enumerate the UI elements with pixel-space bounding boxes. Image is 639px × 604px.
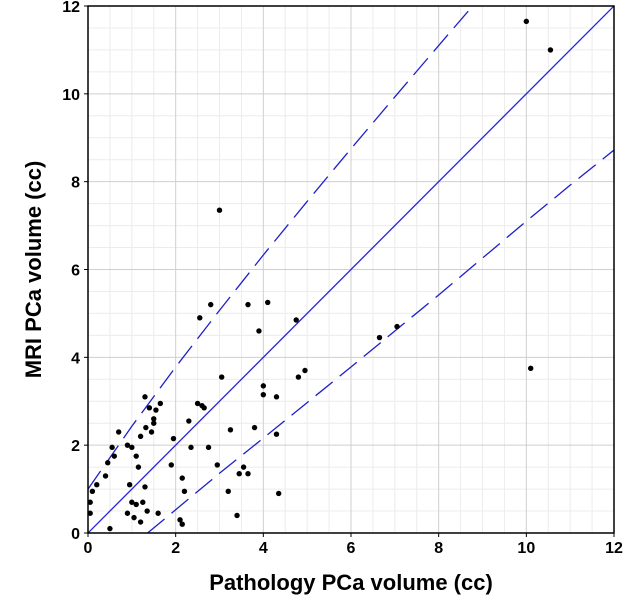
data-point (151, 416, 157, 422)
data-point (170, 435, 177, 442)
data-point (251, 424, 258, 431)
x-tick-label: 12 (605, 540, 623, 557)
data-point (142, 484, 148, 490)
x-tick-label: 8 (434, 540, 443, 557)
data-point (528, 365, 534, 372)
data-point (275, 490, 282, 497)
data-point (293, 317, 299, 323)
x-axis-ticks: 0 2 4 6 8 10 12 (84, 533, 623, 557)
y-axis-ticks: 0 2 4 6 8 10 12 (62, 0, 88, 543)
x-tick-label: 2 (171, 540, 180, 557)
data-point (129, 499, 135, 505)
y-tick-label: 4 (71, 350, 80, 367)
data-point (225, 488, 231, 494)
data-point (236, 471, 242, 477)
data-point (302, 367, 308, 374)
data-point (153, 407, 159, 413)
data-point (240, 464, 247, 470)
y-tick-label: 12 (62, 0, 80, 16)
data-point (186, 418, 192, 424)
data-point (179, 475, 185, 481)
data-point (137, 433, 144, 440)
data-point (214, 462, 221, 468)
data-point (87, 510, 93, 516)
data-point (146, 405, 153, 411)
data-point (87, 499, 93, 505)
y-tick-label: 10 (62, 87, 80, 104)
data-point (260, 391, 267, 398)
data-point (208, 301, 214, 308)
y-tick-label: 6 (71, 263, 80, 280)
data-point (148, 429, 155, 435)
y-tick-label: 8 (71, 175, 80, 192)
data-point (523, 18, 530, 25)
data-point (133, 453, 139, 459)
data-points (87, 18, 554, 532)
data-point (143, 424, 149, 431)
data-point (137, 519, 144, 525)
data-point (135, 464, 142, 470)
identity-line (88, 6, 614, 533)
data-point (216, 207, 223, 213)
data-point (126, 481, 133, 488)
data-point (273, 431, 280, 437)
data-point (245, 301, 251, 308)
data-point (260, 383, 267, 389)
data-point (102, 473, 109, 479)
data-point (94, 481, 100, 488)
data-point (155, 510, 161, 516)
data-point (273, 394, 280, 400)
data-point (124, 442, 131, 448)
data-point (129, 444, 135, 451)
y-tick-label: 2 (71, 438, 80, 455)
data-point (107, 525, 113, 532)
data-point (194, 400, 201, 407)
data-point (181, 488, 188, 494)
data-point (131, 514, 137, 521)
data-point (124, 510, 131, 516)
data-point (177, 517, 183, 523)
data-point (547, 47, 554, 53)
data-point (376, 334, 383, 341)
data-point (201, 405, 207, 411)
data-point (168, 462, 174, 468)
data-point (394, 323, 400, 330)
data-point (295, 374, 302, 380)
upper-limit-line (88, 6, 474, 490)
data-point (109, 444, 115, 451)
data-point (144, 508, 150, 514)
data-point (218, 374, 225, 380)
reference-lines (88, 6, 614, 533)
data-point (151, 420, 157, 426)
data-point (157, 400, 164, 407)
data-point (89, 488, 96, 494)
data-point (265, 299, 271, 306)
x-tick-label: 10 (517, 540, 535, 557)
data-point (227, 427, 234, 433)
x-tick-label: 4 (259, 540, 268, 557)
x-axis-title: Pathology PCa volume (cc) (209, 570, 493, 595)
data-point (142, 394, 148, 400)
data-point (115, 429, 122, 435)
data-point (188, 444, 194, 451)
y-axis-title: MRI PCa volume (cc) (21, 161, 46, 379)
lower-limit-line (147, 149, 614, 533)
data-point (205, 444, 212, 451)
x-tick-label: 6 (347, 540, 356, 557)
data-point (256, 328, 262, 334)
data-point (179, 521, 185, 527)
data-point (140, 499, 146, 505)
data-point (111, 453, 118, 459)
data-point (105, 460, 111, 466)
data-point (245, 471, 251, 477)
data-point (234, 512, 240, 519)
y-tick-label: 0 (71, 526, 80, 543)
data-point (133, 501, 139, 508)
data-point (197, 315, 203, 321)
x-tick-label: 0 (84, 540, 93, 557)
